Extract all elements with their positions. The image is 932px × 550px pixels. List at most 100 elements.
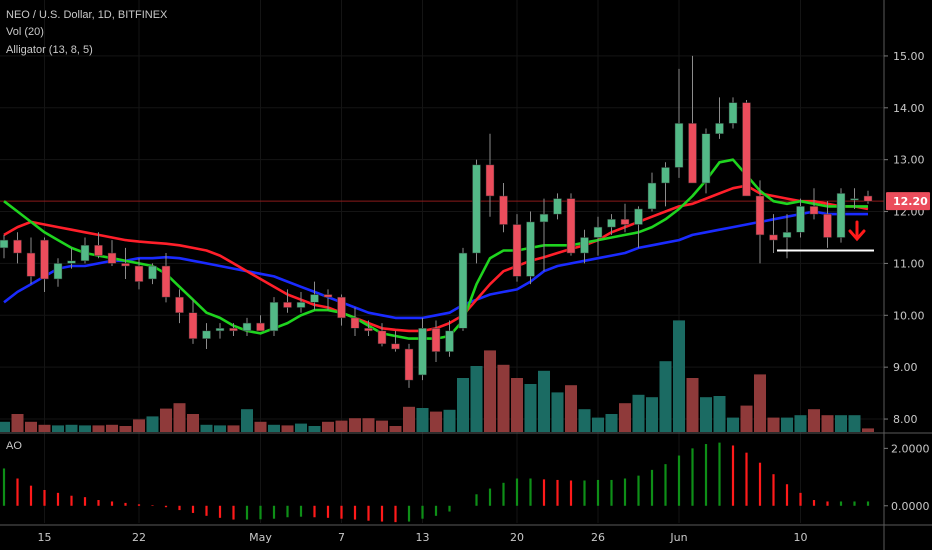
candle (863, 190, 873, 204)
volume-bar (511, 378, 523, 432)
candle (431, 320, 441, 362)
candle (715, 97, 724, 139)
volume-bar (632, 394, 645, 432)
candle (107, 240, 117, 267)
symbol-legend: NEO / U.S. Dollar, 1D, BITFINEX (6, 9, 168, 21)
candle-body (472, 164, 481, 254)
candle-body (53, 263, 63, 280)
candle (283, 289, 292, 313)
candle (26, 237, 36, 285)
candle-body (715, 123, 724, 134)
volume-bar (79, 425, 91, 432)
candle-body (620, 219, 630, 225)
candle-body (418, 328, 427, 376)
candle (67, 247, 76, 269)
last-price-badge (886, 192, 930, 211)
volume-bar (700, 397, 712, 432)
time-tick-label: 15 (38, 531, 52, 544)
volume-bar (173, 403, 186, 432)
volume-bar (673, 320, 685, 432)
candle (310, 281, 319, 311)
volume-bar (551, 392, 564, 432)
candle-body (296, 302, 306, 308)
candle-body (26, 252, 36, 277)
volume-bar (497, 364, 510, 432)
volume-bar (457, 378, 469, 432)
candle (796, 198, 805, 238)
candle (121, 247, 130, 279)
candle (823, 201, 832, 248)
volume-bar (254, 421, 267, 432)
volume-bar (794, 415, 807, 432)
candle (850, 188, 859, 209)
volume-bar (835, 415, 847, 432)
volume-bar (605, 414, 618, 432)
volume-bar (52, 425, 64, 432)
candle (175, 289, 184, 324)
candle-body (188, 312, 198, 339)
candle (256, 315, 265, 332)
candle-body (175, 296, 184, 313)
volume-bar (295, 423, 307, 432)
candle-body (850, 198, 859, 201)
volume-bar (335, 420, 348, 432)
candle-body (755, 195, 765, 236)
candle-body (364, 328, 373, 332)
candle-body (67, 260, 76, 264)
candle-body (121, 263, 130, 267)
candle-body (634, 208, 643, 225)
candle-body (512, 224, 522, 277)
volume-bar (686, 378, 699, 432)
volume-bar (430, 411, 442, 432)
time-tick-label: May (249, 531, 272, 544)
price-tick-label: 10.00 (893, 309, 925, 322)
candle (553, 193, 562, 220)
volume-legend: Vol (20) (6, 26, 44, 38)
alligator-jaw-line (3, 210, 868, 320)
volume-bar (349, 418, 361, 432)
volume-bar (470, 366, 483, 432)
price-tick-label: 14.00 (893, 102, 925, 115)
candle-body (769, 234, 778, 241)
candle (391, 330, 400, 352)
candle-body (215, 328, 225, 332)
candle (445, 320, 454, 357)
volume-bar (443, 409, 456, 432)
candle (202, 323, 211, 350)
candle-body (661, 167, 670, 184)
candle-body (40, 239, 49, 280)
candle-body (161, 265, 171, 298)
candle-body (445, 330, 454, 352)
candle (377, 323, 387, 347)
candle (647, 172, 657, 212)
volume-bar (200, 424, 213, 432)
candle-body (539, 213, 549, 223)
candle (580, 229, 589, 264)
candle-body (499, 195, 508, 225)
candle-body (229, 328, 238, 332)
volume-bar (376, 420, 388, 432)
candle (782, 214, 792, 259)
candle (364, 320, 373, 337)
candle (728, 97, 738, 129)
price-axis-bg (884, 0, 932, 550)
volume-bar (65, 424, 78, 432)
candle-body (134, 265, 144, 282)
volume-bar (106, 424, 118, 432)
volume-bar (484, 350, 496, 432)
candle-body (485, 164, 495, 197)
volume-bar (524, 384, 537, 432)
candle-body (553, 198, 562, 215)
candle-body (323, 294, 333, 298)
candle-body (283, 302, 292, 308)
volume-bar (740, 405, 753, 432)
candle-body (836, 193, 846, 238)
volume-bar (821, 415, 834, 432)
candle (337, 294, 346, 326)
candle (188, 299, 198, 344)
volume-bar (565, 385, 577, 432)
time-tick-label: 7 (338, 531, 345, 544)
price-tick-label: 8.00 (893, 413, 918, 426)
candle-body (337, 296, 346, 319)
